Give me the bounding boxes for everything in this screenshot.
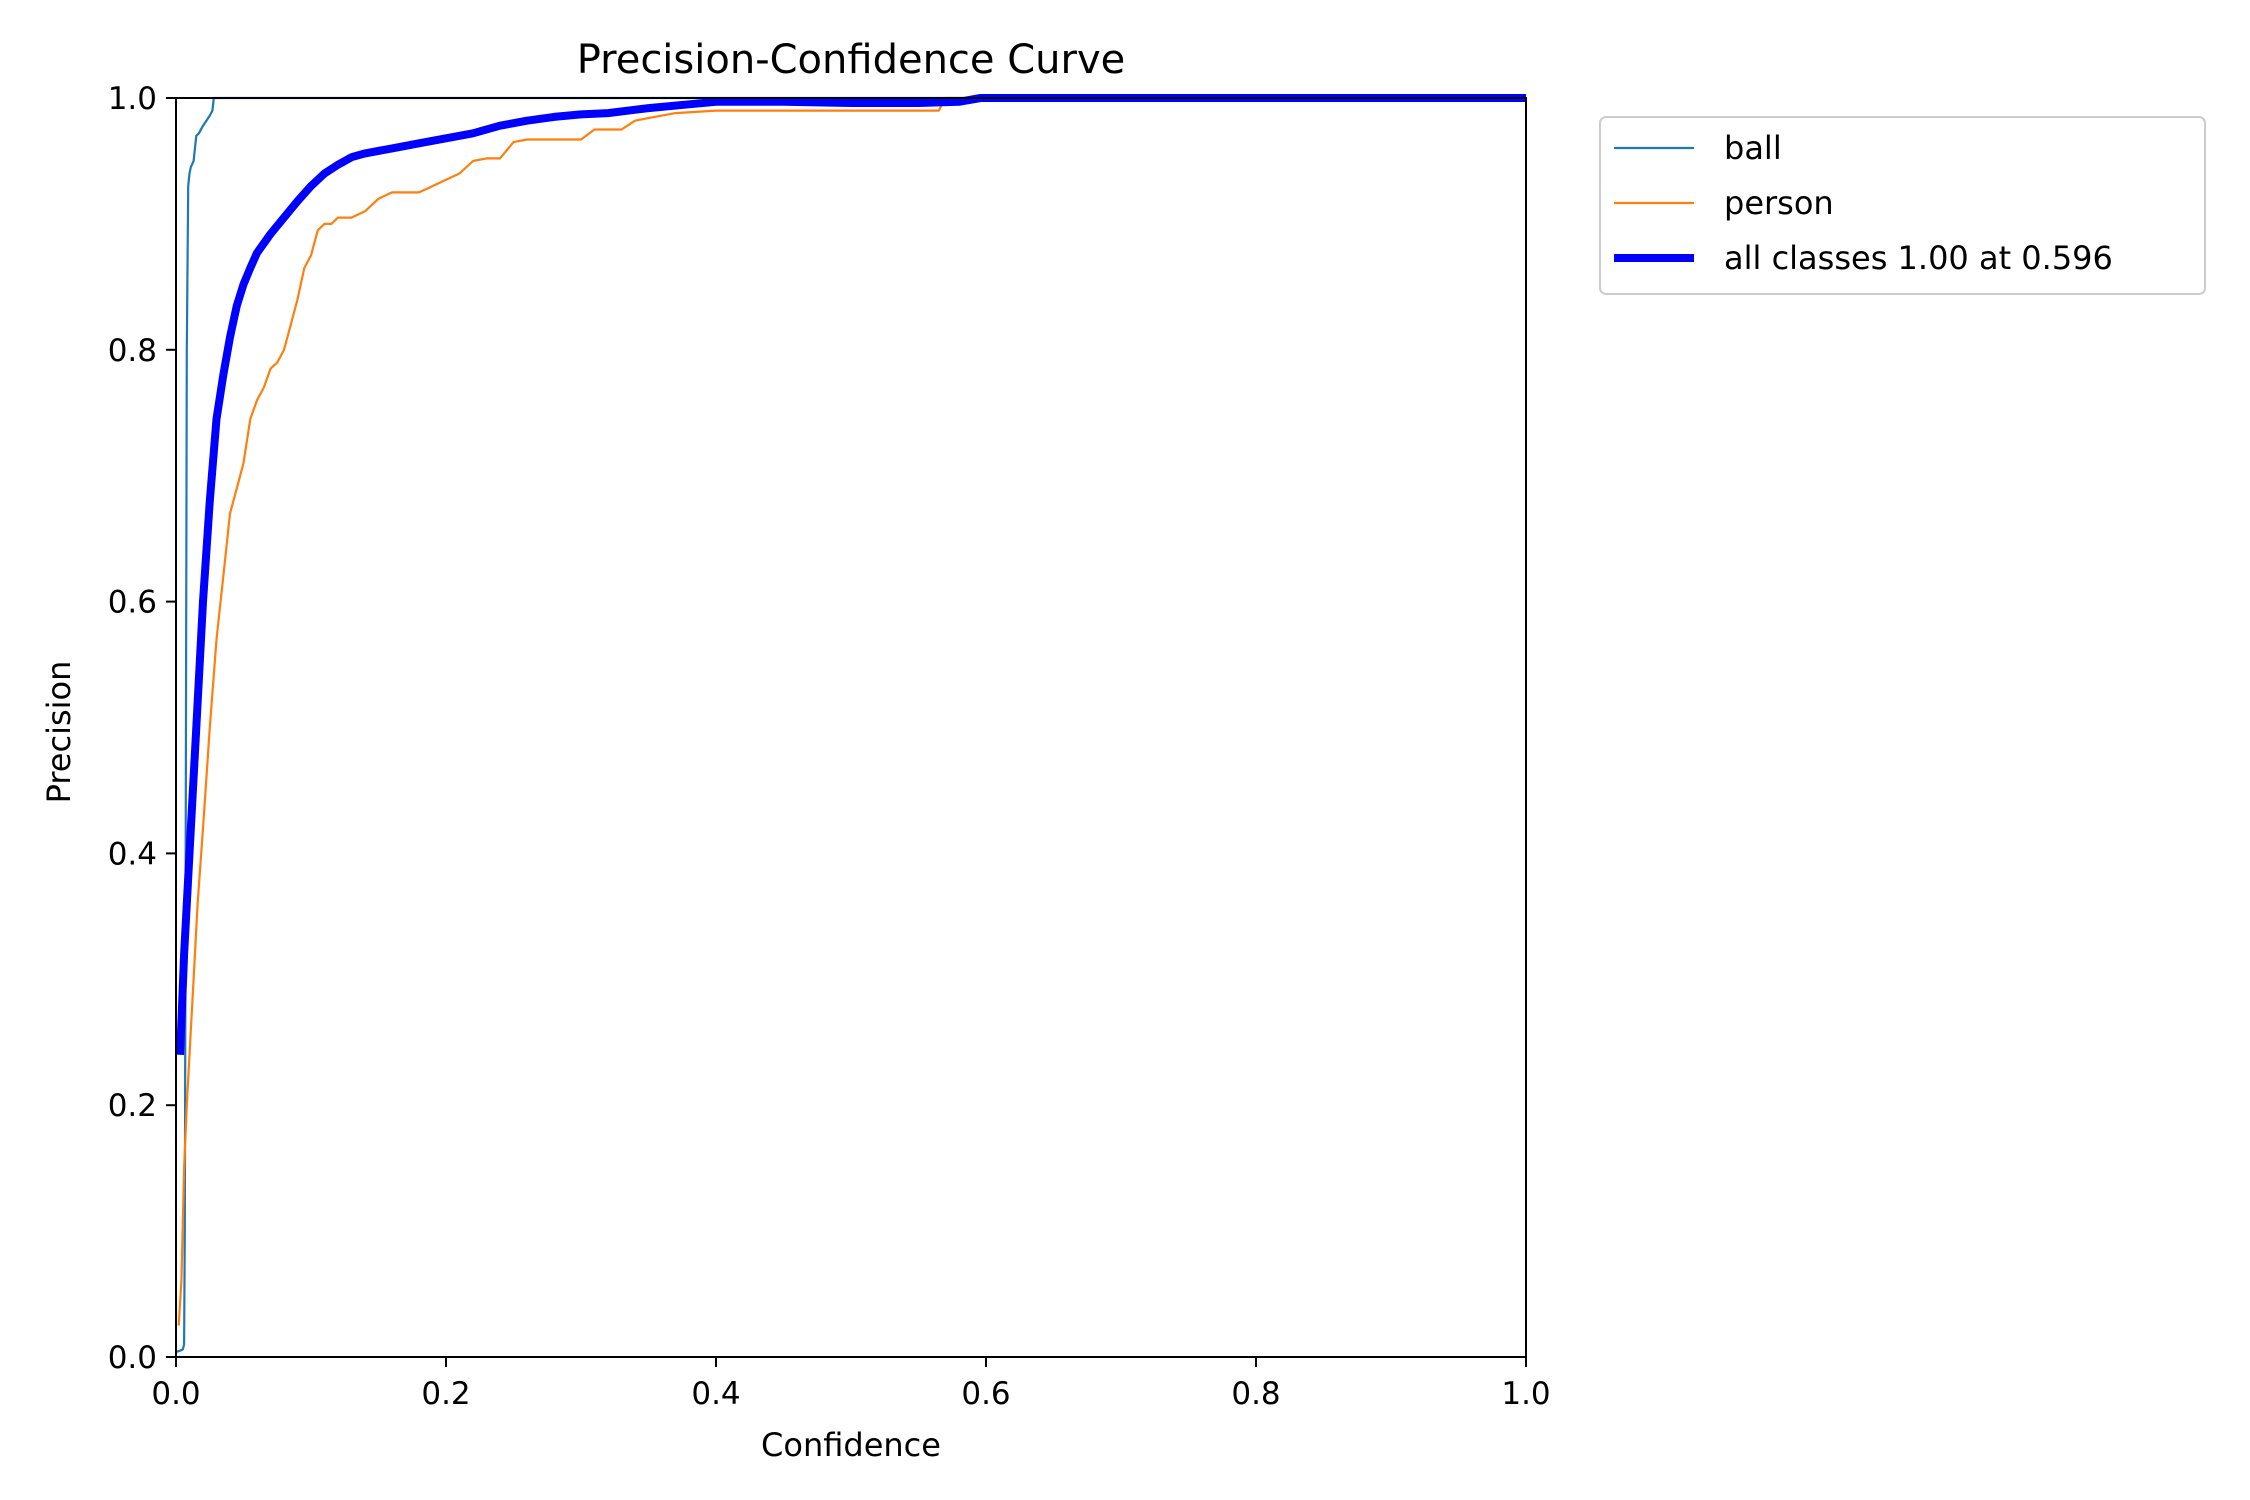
y-tick-label: 1.0 bbox=[108, 81, 157, 117]
x-axis-label: Confidence bbox=[761, 1426, 941, 1464]
x-tick-label: 0.0 bbox=[151, 1376, 200, 1412]
y-tick-label: 0.0 bbox=[108, 1340, 157, 1376]
legend-label-all-classes: all classes 1.00 at 0.596 bbox=[1724, 239, 2113, 277]
series-line-ball bbox=[176, 96, 1526, 1354]
chart-title: Precision-Confidence Curve bbox=[577, 37, 1126, 83]
y-tick-label: 0.8 bbox=[108, 333, 157, 369]
x-tick-label: 1.0 bbox=[1501, 1376, 1550, 1412]
y-tick-label: 0.2 bbox=[108, 1088, 157, 1124]
legend-frame bbox=[1599, 116, 2206, 295]
x-tick-label: 0.6 bbox=[961, 1376, 1010, 1412]
legend: ball person all classes 1.00 at 0.596 bbox=[1599, 116, 2206, 295]
x-tick-label: 0.2 bbox=[421, 1376, 470, 1412]
y-tick-label: 0.4 bbox=[108, 836, 157, 872]
y-tick-label: 0.6 bbox=[108, 585, 157, 621]
legend-label-ball: ball bbox=[1724, 129, 1782, 167]
x-tick-label: 0.8 bbox=[1231, 1376, 1280, 1412]
y-axis-label: Precision bbox=[40, 661, 78, 804]
plot-frame bbox=[175, 97, 1527, 1358]
series-line-person bbox=[177, 96, 1526, 1326]
x-tick-label: 0.4 bbox=[691, 1376, 740, 1412]
plot-area bbox=[175, 94, 1527, 1358]
legend-label-person: person bbox=[1724, 184, 1834, 222]
y-axis: 0.0 0.2 0.4 0.6 0.8 1.0 bbox=[108, 81, 176, 1376]
series-line-all-classes bbox=[176, 94, 1526, 1055]
x-axis: 0.0 0.2 0.4 0.6 0.8 1.0 bbox=[151, 1357, 1551, 1412]
series-layer bbox=[176, 94, 1526, 1354]
